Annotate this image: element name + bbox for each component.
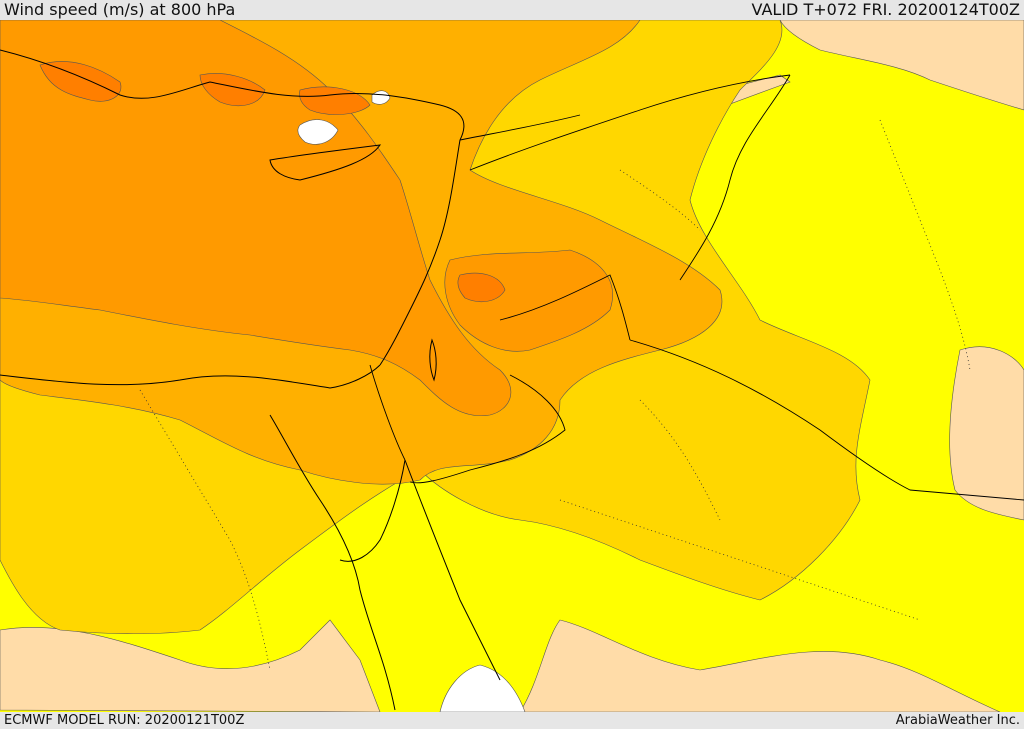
admin-boundaries bbox=[139, 119, 971, 671]
coastline-redsea-east bbox=[404, 459, 501, 681]
field-light-se bbox=[519, 619, 1001, 712]
valid-time: VALID T+072 FRI. 20200124T00Z bbox=[751, 0, 1020, 19]
header-bar: Wind speed (m/s) at 800 hPa VALID T+072 … bbox=[0, 0, 1024, 20]
admin-saudi-1 bbox=[559, 499, 921, 621]
field-gale-4 bbox=[457, 272, 506, 303]
coastline-suez bbox=[269, 414, 396, 711]
field-gale-1 bbox=[39, 61, 122, 102]
footer-bar: ECMWF MODEL RUN: 20200121T00Z ArabiaWeat… bbox=[0, 712, 1024, 729]
coastline-sinai bbox=[339, 459, 406, 562]
border-saudi-iraq bbox=[629, 339, 1024, 501]
borders bbox=[369, 74, 1024, 501]
field-gale-2 bbox=[199, 73, 266, 106]
border-jordan-saudi bbox=[409, 374, 566, 484]
model-run: ECMWF MODEL RUN: 20200121T00Z bbox=[4, 713, 245, 728]
border-jordan-iraq bbox=[499, 274, 631, 341]
field-calm-cyprus bbox=[297, 119, 339, 145]
field-light-ne bbox=[779, 20, 1024, 111]
border-syria-iraq bbox=[469, 74, 791, 171]
field-light-sw bbox=[0, 619, 381, 712]
coastline-levant bbox=[379, 139, 461, 366]
map-canvas bbox=[0, 20, 1024, 712]
map-title: Wind speed (m/s) at 800 hPa bbox=[4, 0, 236, 19]
coastline-cyprus bbox=[269, 144, 382, 181]
credit-label: ArabiaWeather Inc. bbox=[895, 713, 1020, 728]
border-iraq-iran bbox=[679, 74, 791, 281]
field-calm-redsea bbox=[439, 664, 526, 712]
admin-saudi-2 bbox=[639, 399, 721, 521]
coastlines bbox=[0, 49, 501, 711]
coastline-egypt-north bbox=[0, 364, 381, 389]
coastline-turkey bbox=[0, 49, 465, 141]
border-syria-turkey bbox=[459, 114, 581, 141]
field-light-east bbox=[949, 346, 1024, 521]
wind-speed-map bbox=[0, 20, 1024, 712]
field-very-strong bbox=[0, 20, 512, 417]
border-egypt-israel bbox=[369, 364, 406, 461]
deadsea bbox=[429, 338, 437, 382]
